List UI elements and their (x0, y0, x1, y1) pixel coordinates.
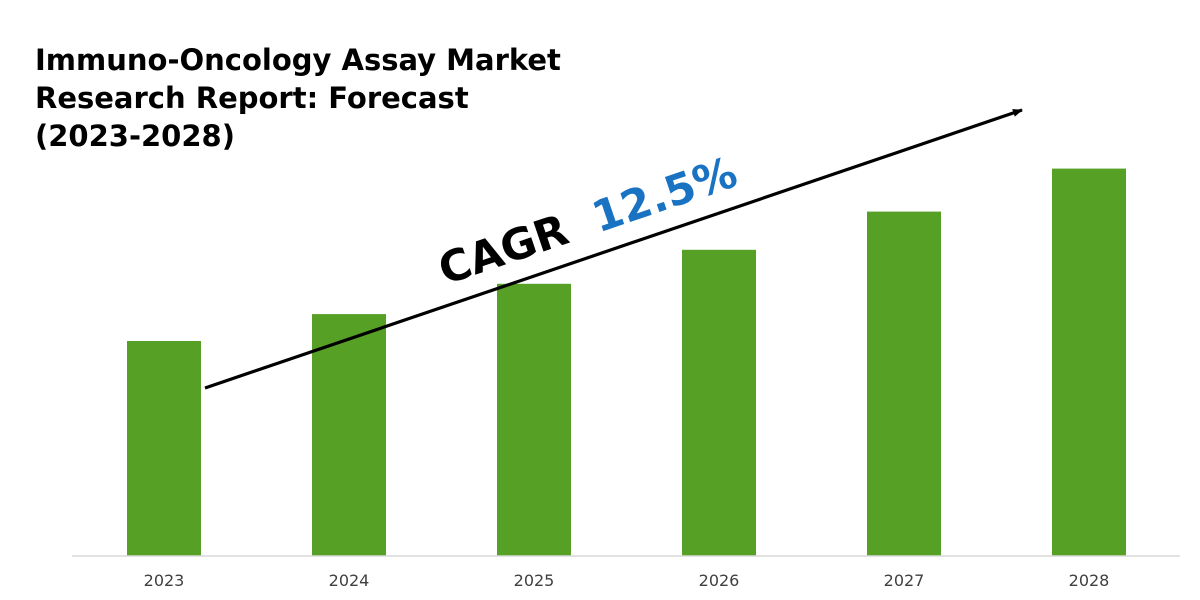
chart-title-line-3: (2023-2028) (35, 119, 235, 153)
chart-title: Immuno-Oncology Assay Market Research Re… (35, 43, 561, 153)
x-tick-label-2024: 2024 (329, 571, 370, 590)
bar-2028 (1052, 168, 1126, 556)
bars (127, 168, 1126, 557)
bar-2025 (497, 283, 571, 556)
x-tick-label-2025: 2025 (514, 571, 555, 590)
trend-arrow (204, 108, 1023, 390)
bar-2027 (867, 211, 941, 556)
bar-2023 (127, 341, 201, 556)
chart-title-line-2: Research Report: Forecast (35, 81, 469, 115)
x-tick-label-2026: 2026 (699, 571, 740, 590)
x-tick-label-2023: 2023 (144, 571, 185, 590)
cagr-label: CAGR (432, 205, 574, 295)
bar-2026 (682, 249, 756, 557)
x-tick-label-2028: 2028 (1069, 571, 1110, 590)
x-tick-label-2027: 2027 (884, 571, 925, 590)
x-axis-tick-labels: 2023 2024 2025 2026 2027 2028 (144, 571, 1110, 590)
chart-title-line-1: Immuno-Oncology Assay Market (35, 43, 561, 77)
bar-2024 (312, 314, 386, 556)
cagr-value: 12.5% (586, 148, 743, 243)
